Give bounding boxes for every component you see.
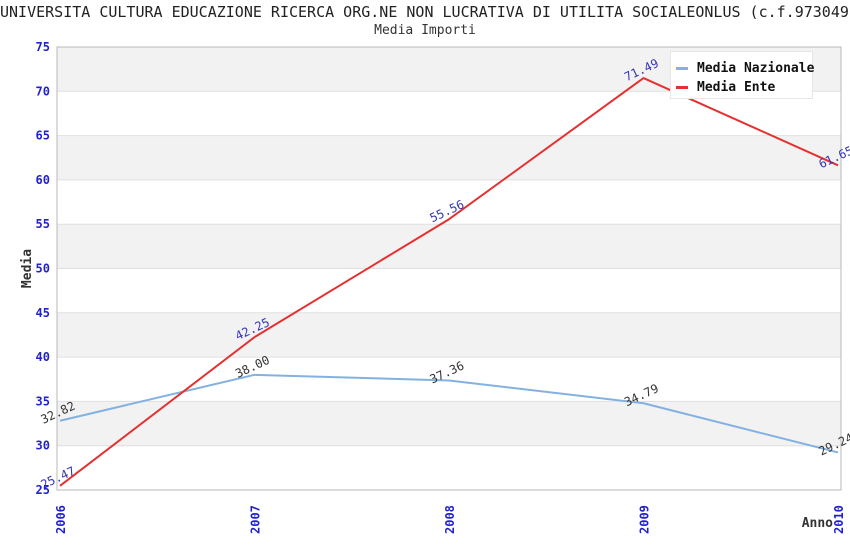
- y-tick-label: 60: [36, 173, 50, 187]
- legend-label-media-ente: Media Ente: [697, 80, 776, 95]
- plot-band: [57, 312, 841, 358]
- chart-title: UNIVERSITA CULTURA EDUCAZIONE RICERCA OR…: [0, 3, 850, 21]
- x-tick-label: 2008: [443, 505, 457, 534]
- legend: Media Nazionale Media Ente: [670, 51, 815, 99]
- x-tick-label: 2010: [832, 505, 846, 534]
- legend-item-media-ente: Media Ente: [676, 78, 812, 97]
- y-axis-title: Media: [20, 249, 35, 288]
- y-tick-label: 40: [36, 350, 50, 364]
- x-tick-label: 2007: [249, 505, 263, 534]
- y-tick-label: 45: [36, 306, 50, 320]
- y-tick-label: 35: [36, 394, 50, 408]
- chart-subtitle: Media Importi: [374, 23, 476, 38]
- y-tick-label: 75: [36, 40, 50, 54]
- plot-band: [57, 224, 841, 269]
- line-media-nazionale: [59, 373, 839, 454]
- plot-band: [57, 401, 841, 446]
- y-tick-label: 55: [36, 217, 50, 231]
- y-tick-label: 30: [36, 439, 50, 453]
- y-tick-label: 25: [36, 483, 50, 497]
- legend-label-media-nazionale: Media Nazionale: [697, 61, 815, 76]
- line-media-ente: [59, 77, 839, 487]
- line-swatch-media-ente: [676, 86, 688, 89]
- y-tick-label: 50: [36, 262, 50, 276]
- x-axis-title: Anno: [802, 516, 833, 531]
- y-tick-label: 70: [36, 84, 50, 98]
- legend-item-media-nazionale: Media Nazionale: [676, 59, 815, 78]
- line-swatch-media-nazionale: [676, 67, 688, 70]
- plot-border: [56, 46, 842, 491]
- y-tick-label: 65: [36, 129, 50, 143]
- x-tick-label: 2006: [54, 505, 68, 534]
- x-tick-label: 2009: [638, 505, 652, 534]
- plot-band: [57, 135, 841, 180]
